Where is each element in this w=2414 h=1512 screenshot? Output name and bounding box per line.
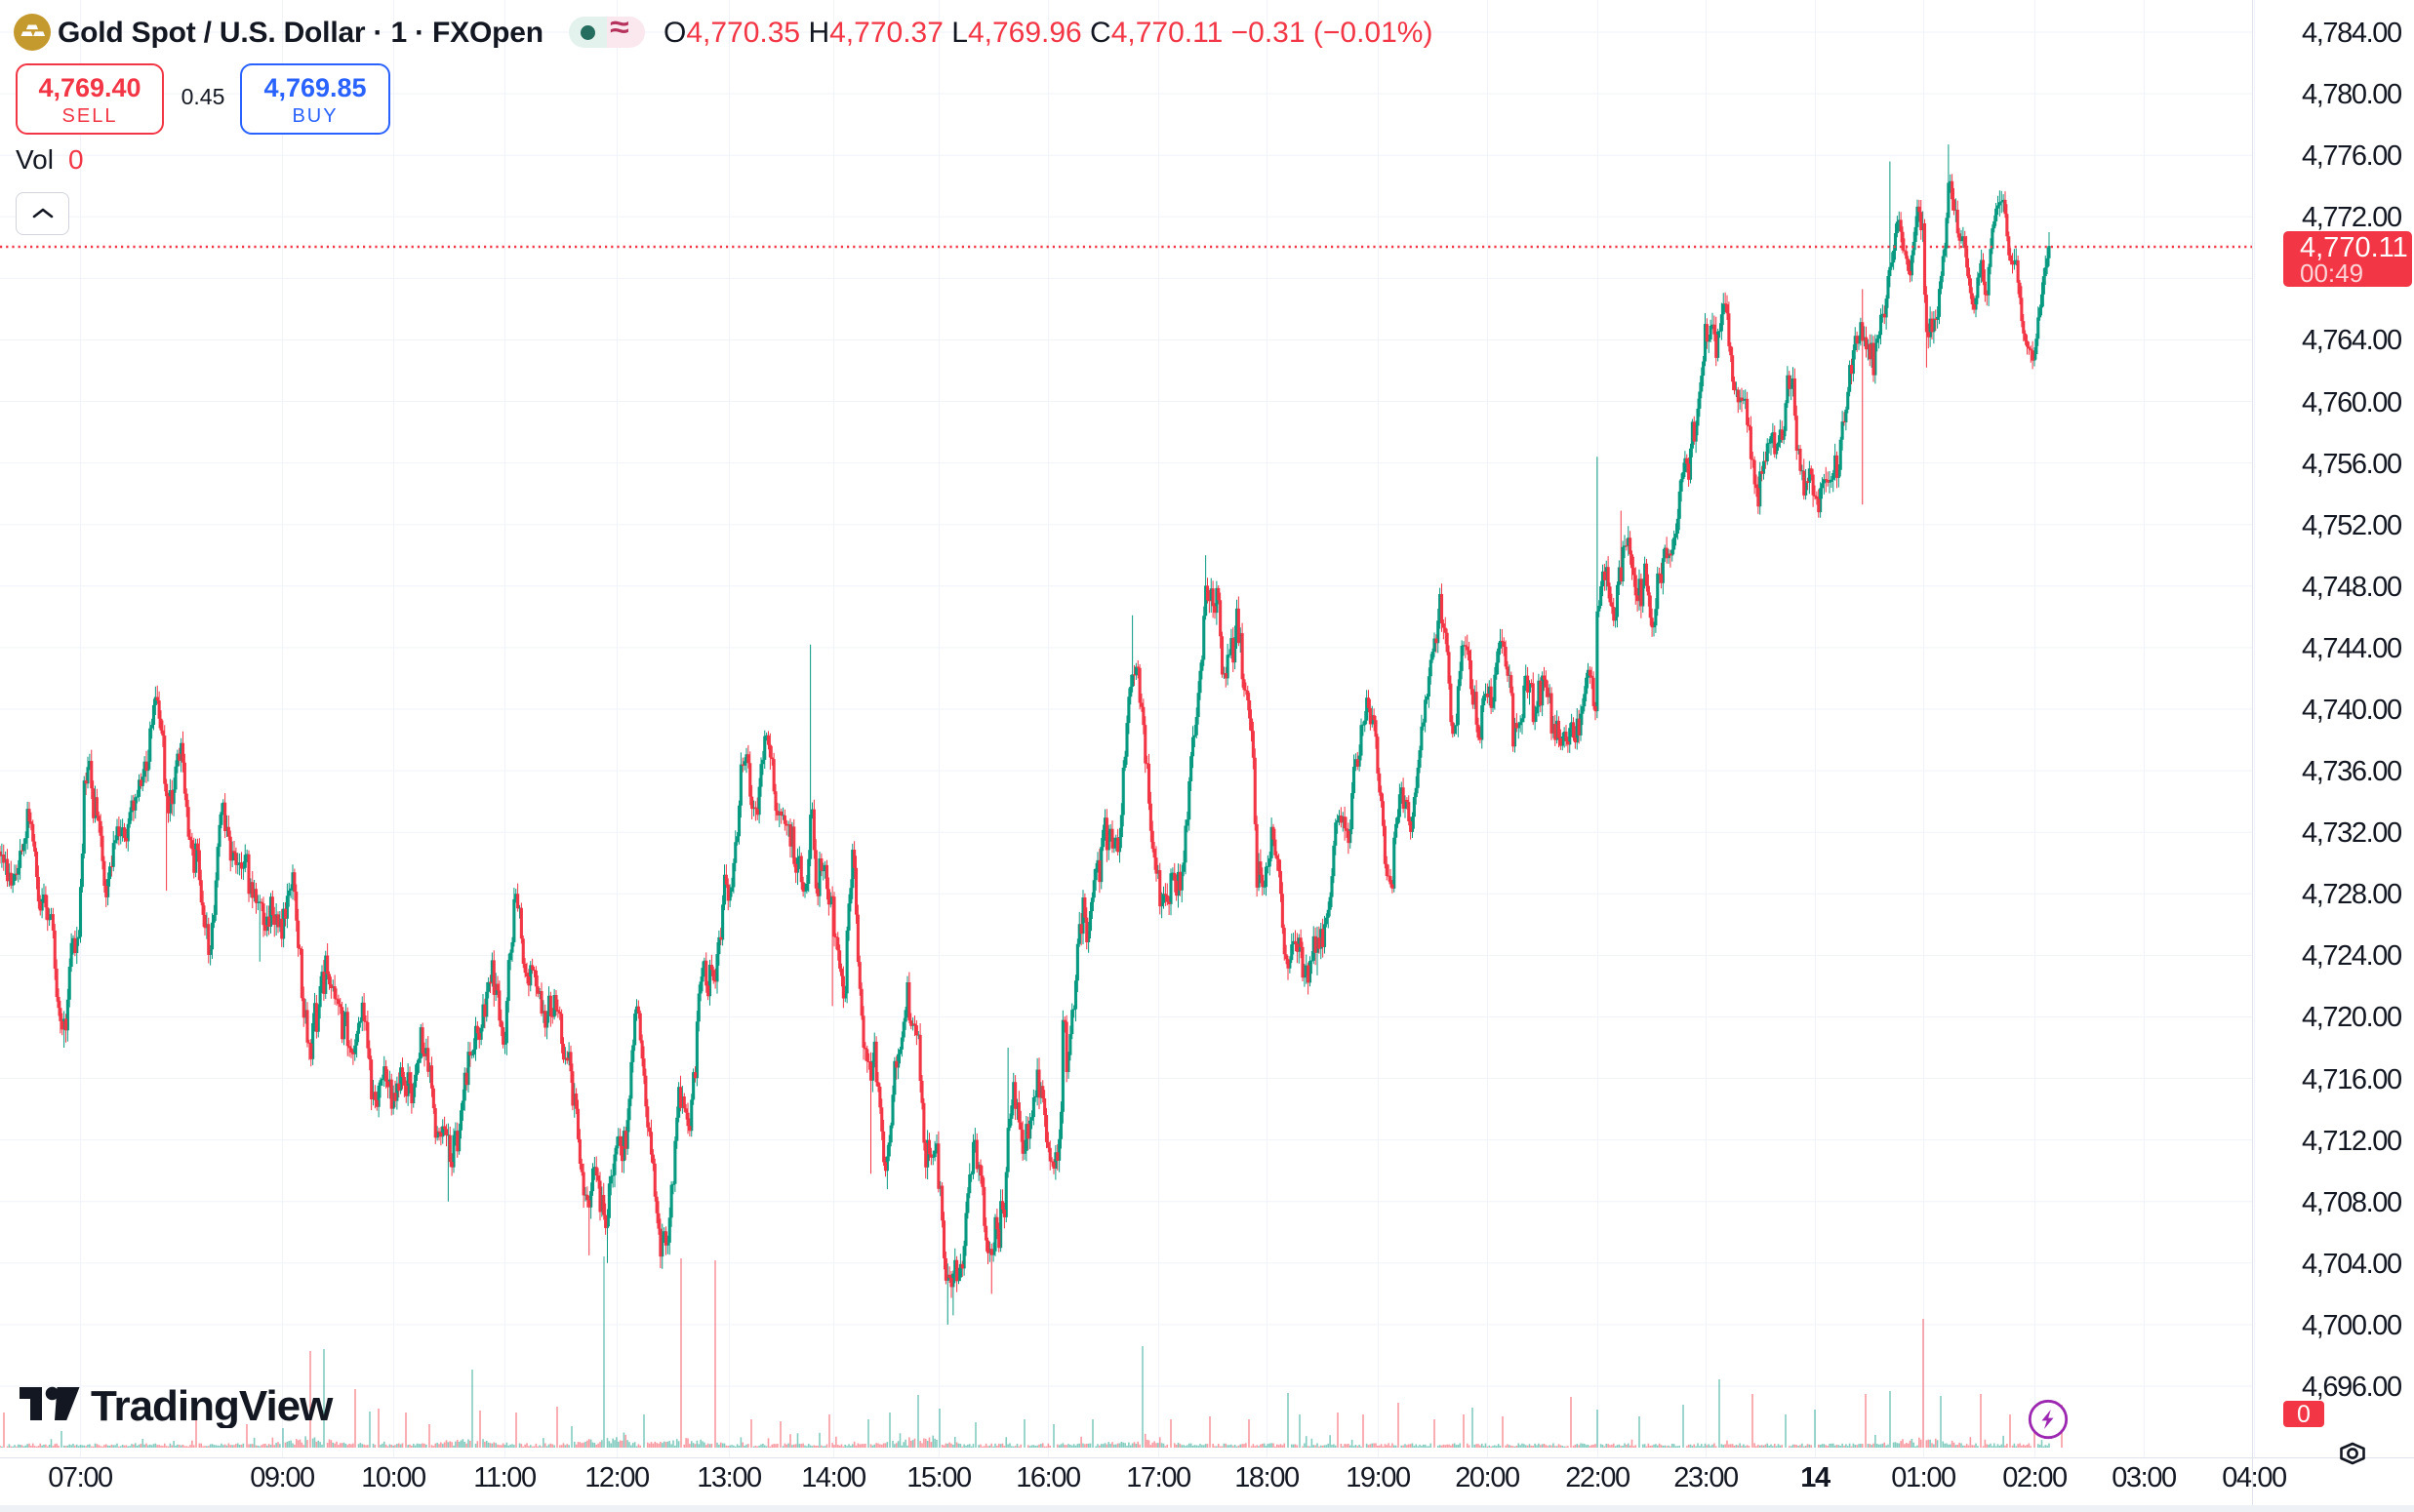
svg-text:4,696.00: 4,696.00 — [2302, 1372, 2401, 1403]
svg-text:16:00: 16:00 — [1016, 1462, 1080, 1493]
svg-text:09:00: 09:00 — [250, 1462, 314, 1493]
svg-text:14: 14 — [1800, 1462, 1831, 1493]
svg-text:4,764.00: 4,764.00 — [2302, 325, 2401, 356]
svg-text:4,770.11: 4,770.11 — [2300, 232, 2408, 263]
svg-text:04:00: 04:00 — [2222, 1462, 2286, 1493]
svg-text:03:00: 03:00 — [2112, 1462, 2176, 1493]
svg-text:00:49: 00:49 — [2300, 259, 2363, 288]
svg-text:14:00: 14:00 — [801, 1462, 865, 1493]
svg-text:4,760.00: 4,760.00 — [2302, 387, 2401, 418]
svg-text:4,776.00: 4,776.00 — [2302, 140, 2401, 172]
svg-text:02:00: 02:00 — [2002, 1462, 2067, 1493]
svg-text:01:00: 01:00 — [1891, 1462, 1955, 1493]
svg-text:4,724.00: 4,724.00 — [2302, 940, 2401, 972]
svg-text:4,736.00: 4,736.00 — [2302, 756, 2401, 787]
svg-text:4,708.00: 4,708.00 — [2302, 1187, 2401, 1218]
svg-text:TradingView: TradingView — [91, 1383, 334, 1428]
svg-text:18:00: 18:00 — [1234, 1462, 1299, 1493]
svg-text:15:00: 15:00 — [906, 1462, 971, 1493]
svg-text:07:00: 07:00 — [48, 1462, 112, 1493]
svg-text:4,704.00: 4,704.00 — [2302, 1249, 2401, 1280]
svg-text:4,784.00: 4,784.00 — [2302, 18, 2401, 49]
svg-text:22:00: 22:00 — [1565, 1462, 1629, 1493]
svg-text:4,720.00: 4,720.00 — [2302, 1002, 2401, 1033]
svg-text:4,752.00: 4,752.00 — [2302, 510, 2401, 541]
svg-text:23:00: 23:00 — [1673, 1462, 1738, 1493]
svg-text:19:00: 19:00 — [1346, 1462, 1410, 1493]
svg-text:4,756.00: 4,756.00 — [2302, 449, 2401, 480]
svg-text:4,744.00: 4,744.00 — [2302, 633, 2401, 664]
svg-text:4,740.00: 4,740.00 — [2302, 695, 2401, 726]
svg-text:17:00: 17:00 — [1126, 1462, 1190, 1493]
svg-text:4,700.00: 4,700.00 — [2302, 1310, 2401, 1341]
svg-text:13:00: 13:00 — [697, 1462, 761, 1493]
svg-text:0: 0 — [2297, 1401, 2311, 1428]
svg-text:10:00: 10:00 — [361, 1462, 425, 1493]
svg-text:20:00: 20:00 — [1455, 1462, 1519, 1493]
svg-text:4,780.00: 4,780.00 — [2302, 79, 2401, 110]
svg-text:4,716.00: 4,716.00 — [2302, 1064, 2401, 1095]
svg-text:12:00: 12:00 — [584, 1462, 649, 1493]
svg-text:4,748.00: 4,748.00 — [2302, 572, 2401, 603]
svg-text:4,732.00: 4,732.00 — [2302, 817, 2401, 849]
svg-text:4,728.00: 4,728.00 — [2302, 879, 2401, 910]
svg-text:4,772.00: 4,772.00 — [2302, 202, 2401, 233]
svg-text:4,712.00: 4,712.00 — [2302, 1126, 2401, 1157]
svg-text:11:00: 11:00 — [473, 1462, 536, 1493]
